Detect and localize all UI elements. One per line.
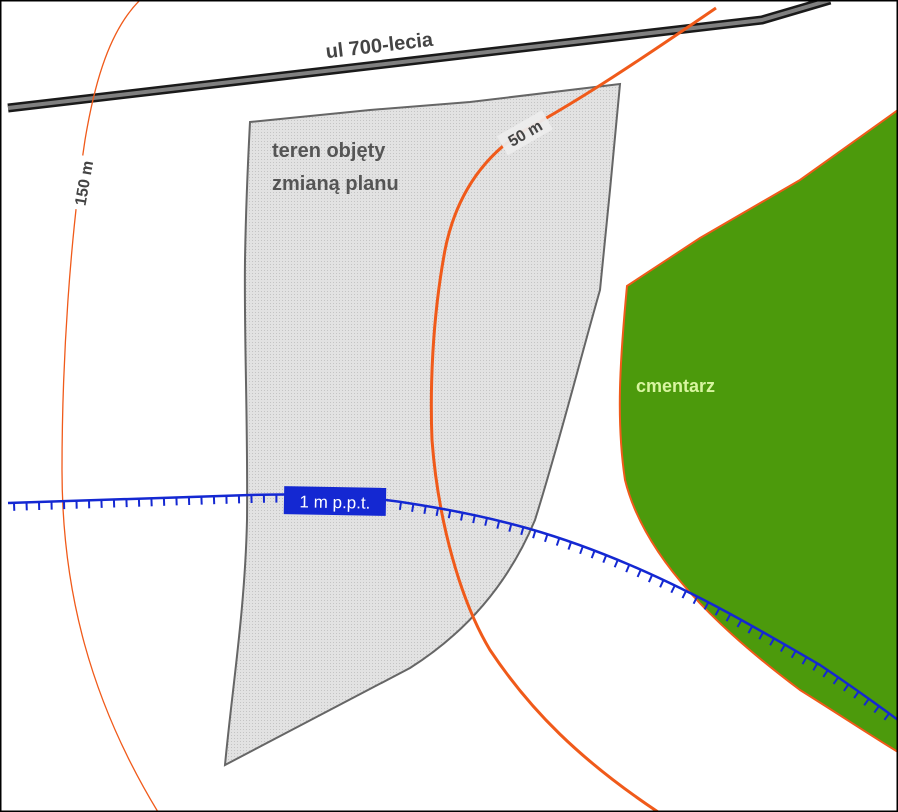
groundwater-hatch-tick <box>544 533 549 543</box>
plan-area-label-line2: zmianą planu <box>272 173 399 195</box>
groundwater-hatch-tick <box>883 712 890 721</box>
groundwater-hatch-tick <box>681 590 687 599</box>
groundwater-hatch-tick <box>555 537 561 546</box>
groundwater-hatch-tick <box>472 515 476 524</box>
groundwater-hatch-tick <box>602 554 608 563</box>
plan-change-area <box>223 82 622 767</box>
groundwater-hatch-tick <box>873 705 880 714</box>
groundwater-hatch-tick <box>411 503 415 512</box>
groundwater-hatch-tick <box>484 517 488 526</box>
buffer-line-150m <box>61 0 159 812</box>
groundwater-hatch-tick <box>780 644 786 653</box>
groundwater-hatch-tick <box>447 510 452 519</box>
groundwater-label: 1 m p.p.t. <box>299 492 370 512</box>
groundwater-hatch-tick <box>832 676 840 685</box>
cemetery-area <box>618 108 898 754</box>
groundwater-hatch-tick <box>692 596 699 605</box>
groundwater-hatch-tick <box>496 520 501 529</box>
road-ul-700-lecia <box>7 0 832 113</box>
groundwater-hatch-tick <box>579 545 584 555</box>
groundwater-hatch-tick <box>703 601 710 610</box>
groundwater-hatch-tick <box>714 607 721 616</box>
groundwater-hatch-tick <box>812 662 819 671</box>
groundwater-hatch-tick <box>613 559 619 568</box>
groundwater-hatch-tick <box>725 613 732 622</box>
groundwater-hatch-tick <box>567 541 573 550</box>
groundwater-hatch-tick <box>508 523 513 532</box>
groundwater-hatch-tick <box>590 550 596 559</box>
groundwater-hatch-tick <box>822 669 829 678</box>
groundwater-hatch-tick <box>625 564 631 573</box>
groundwater-hatch-tick <box>435 507 439 517</box>
groundwater-hatch-tick <box>843 683 850 692</box>
groundwater-hatch-tick <box>636 569 642 578</box>
groundwater-hatch-ticks <box>13 494 890 721</box>
groundwater-hatch-tick <box>532 530 537 539</box>
cemetery-label: cmentarz <box>636 376 715 396</box>
groundwater-hatch-tick <box>659 579 665 588</box>
groundwater-hatch-tick <box>423 505 427 514</box>
road-fill <box>7 0 831 110</box>
groundwater-hatch-tick <box>853 690 860 699</box>
groundwater-hatch-tick <box>460 512 464 521</box>
groundwater-hatch-tick <box>758 631 765 640</box>
groundwater-hatch-tick <box>790 650 797 659</box>
groundwater-hatch-tick <box>670 585 676 594</box>
groundwater-label-group: 1 m p.p.t. <box>283 486 387 516</box>
contour-150-label-group: 150 m <box>67 154 99 212</box>
groundwater-hatch-tick <box>769 637 775 646</box>
groundwater-hatch-tick <box>863 698 870 706</box>
groundwater-hatch-tick <box>647 574 654 583</box>
groundwater-hatch-tick <box>747 625 754 634</box>
groundwater-hatch-tick <box>520 526 525 536</box>
groundwater-hatch-tick <box>398 501 402 511</box>
buffer-line-50m <box>429 6 717 812</box>
groundwater-hatch-tick <box>801 656 808 665</box>
groundwater-hatch-tick <box>736 619 743 628</box>
plan-area-label-line1: teren objęty <box>272 140 386 162</box>
